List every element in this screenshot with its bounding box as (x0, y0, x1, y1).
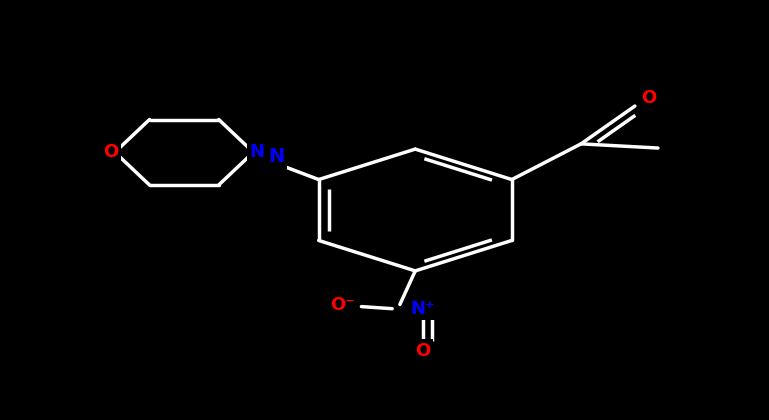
Text: N⁺: N⁺ (411, 300, 435, 318)
Text: N: N (250, 143, 265, 161)
Text: O: O (415, 342, 431, 360)
Text: O: O (641, 89, 656, 108)
Text: N: N (268, 147, 285, 166)
Text: O⁻: O⁻ (330, 296, 355, 313)
Text: O: O (104, 143, 118, 161)
